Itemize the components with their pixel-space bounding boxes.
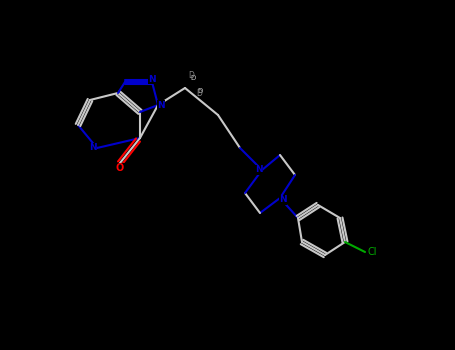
- Text: O: O: [116, 163, 124, 173]
- Text: D: D: [196, 89, 202, 98]
- Text: N: N: [148, 75, 156, 84]
- Text: D: D: [197, 88, 202, 94]
- Text: Cl: Cl: [367, 247, 376, 257]
- Text: N: N: [157, 100, 165, 110]
- Text: N: N: [279, 196, 287, 204]
- Text: D: D: [188, 71, 194, 80]
- Text: D: D: [190, 75, 195, 81]
- Text: N: N: [89, 144, 97, 153]
- Text: N: N: [255, 166, 263, 175]
